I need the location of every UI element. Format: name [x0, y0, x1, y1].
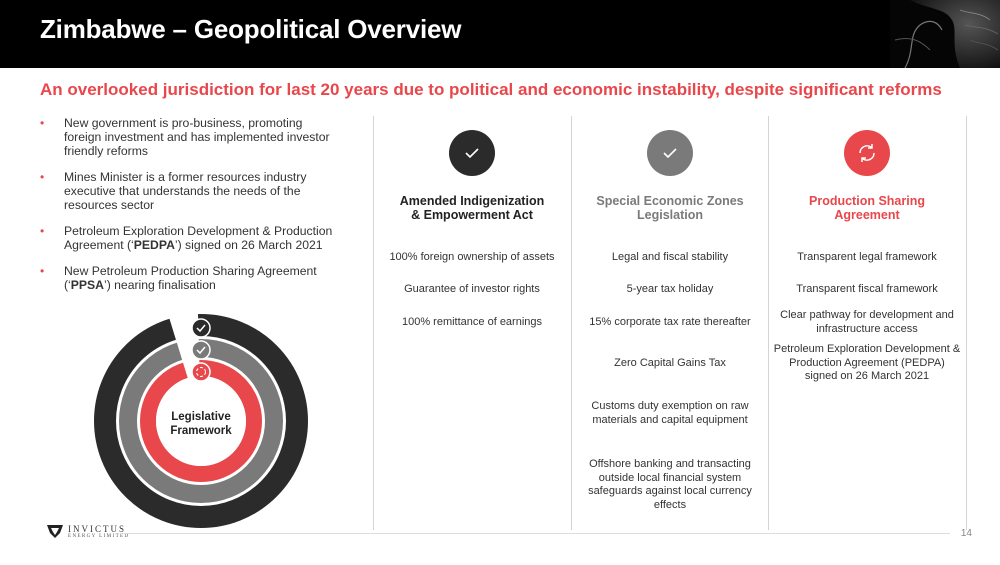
column-item: Transparent fiscal framework: [796, 283, 938, 295]
column-item: Transparent legal framework: [797, 251, 937, 263]
column-item: 100% remittance of earnings: [401, 316, 543, 328]
column-title: Amended Indigenization & Empowerment Act: [399, 194, 545, 222]
cycle-icon: [844, 130, 890, 176]
column-item: Petroleum Exploration Development & Prod…: [773, 343, 961, 382]
legislative-framework-diagram: Legislative Framework: [94, 314, 308, 528]
column-item: Offshore banking and transacting outside…: [588, 458, 752, 511]
column-item: 5-year tax holiday: [626, 283, 714, 295]
column-title: Production Sharing Agreement: [809, 194, 925, 222]
elephant-image: [890, 0, 1000, 68]
column-title: Special Economic Zones Legislation: [596, 194, 744, 222]
bullet-icon: •: [40, 264, 45, 278]
column-item: 15% corporate tax rate thereafter: [589, 316, 751, 328]
column-item: Guarantee of investor rights: [404, 283, 540, 295]
bullet-item: • New government is pro-business, promot…: [40, 116, 330, 158]
bullet-icon: •: [40, 224, 45, 238]
shield-icon: [47, 525, 63, 538]
column-special-economic-zones: Special Economic Zones Legislation Legal…: [575, 130, 765, 511]
bullet-item: • New Petroleum Production Sharing Agree…: [40, 264, 317, 292]
column-item: 100% foreign ownership of assets: [389, 251, 555, 263]
column-item: Clear pathway for development and infras…: [780, 309, 954, 335]
bullet-icon: •: [40, 116, 45, 130]
bullet-icon: •: [40, 170, 45, 184]
footer-divider: [120, 533, 950, 534]
check-icon: [191, 340, 211, 360]
column-divider: [373, 116, 374, 530]
check-icon: [449, 130, 495, 176]
legislative-label: Legislative Framework: [170, 411, 232, 437]
cycle-icon: [191, 362, 211, 382]
check-icon: [647, 130, 693, 176]
company-logo: INVICTUS ENERGY LIMITED: [46, 523, 130, 539]
column-divider: [966, 116, 967, 530]
column-item: Legal and fiscal stability: [611, 251, 729, 263]
header-bar: Zimbabwe – Geopolitical Overview: [0, 0, 1000, 68]
subtitle: An overlooked jurisdiction for last 20 y…: [40, 80, 942, 99]
column-divider: [768, 116, 769, 530]
column-item: Customs duty exemption on raw materials …: [591, 400, 749, 426]
check-icon: [191, 318, 211, 338]
bullet-list: • New government is pro-business, promot…: [40, 116, 340, 304]
page-title: Zimbabwe – Geopolitical Overview: [40, 14, 462, 44]
column-production-sharing: Production Sharing Agreement Transparent…: [772, 130, 962, 382]
bullet-item: • Petroleum Exploration Development & Pr…: [40, 224, 333, 252]
page-number: 14: [960, 528, 972, 539]
column-indigenization: Amended Indigenization & Empowerment Act…: [377, 130, 567, 328]
column-item: Zero Capital Gains Tax: [614, 357, 726, 369]
bullet-item: • Mines Minister is a former resources i…: [40, 170, 307, 212]
column-divider: [571, 116, 572, 530]
